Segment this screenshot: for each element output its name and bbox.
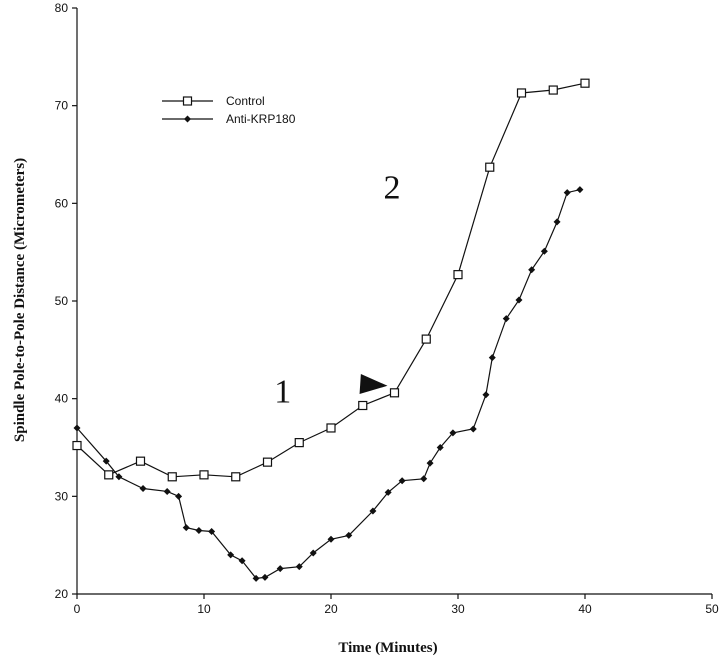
series-anti-krp180 (73, 186, 584, 582)
x-tick-label: 0 (74, 602, 81, 616)
data-point-control (516, 88, 527, 98)
data-point-control (485, 162, 495, 172)
y-tick-label: 70 (55, 99, 69, 113)
y-tick-label: 60 (55, 196, 69, 210)
data-point-anti-krp180 (449, 429, 457, 437)
series-line-control (76, 82, 586, 478)
annotation-label-2: 2 (383, 169, 400, 206)
data-point-control (548, 85, 558, 95)
arrowhead-icon (359, 374, 388, 394)
data-point-control (389, 388, 400, 398)
data-point-anti-krp180 (182, 524, 190, 532)
data-point-control (135, 456, 146, 466)
x-tick-label: 40 (578, 602, 592, 616)
data-point-anti-krp180 (115, 473, 123, 481)
annotation-label-1: 1 (274, 374, 291, 411)
series-layer (72, 78, 590, 582)
legend-label-control: Control (226, 94, 265, 108)
y-tick-label: 80 (55, 1, 69, 15)
y-tick-label: 20 (55, 587, 69, 601)
data-point-control (421, 334, 431, 344)
data-point-control (358, 400, 368, 411)
data-point-anti-krp180 (469, 425, 477, 433)
data-point-anti-krp180 (576, 186, 584, 194)
legend-label-anti-krp180: Anti-KRP180 (226, 112, 296, 126)
data-point-anti-krp180 (261, 573, 269, 581)
data-point-anti-krp180 (488, 354, 496, 362)
data-point-anti-krp180 (436, 444, 444, 451)
data-point-anti-krp180 (563, 189, 571, 197)
legend-marker-anti-krp180 (184, 115, 191, 123)
x-tick-label: 30 (451, 602, 465, 616)
x-tick-label: 50 (705, 602, 719, 616)
legend-marker-control (182, 96, 193, 106)
data-point-anti-krp180 (369, 507, 377, 515)
data-point-anti-krp180 (139, 485, 147, 493)
y-tick-label: 40 (55, 392, 69, 406)
data-point-anti-krp180 (102, 457, 110, 465)
data-point-anti-krp180 (345, 531, 353, 539)
data-point-anti-krp180 (540, 247, 548, 255)
data-point-control (167, 472, 177, 482)
x-tick-label: 20 (324, 602, 338, 616)
data-point-anti-krp180 (528, 266, 536, 274)
data-point-anti-krp180 (398, 477, 406, 485)
data-point-control (580, 78, 590, 88)
data-point-anti-krp180 (553, 218, 561, 226)
y-tick-label: 50 (55, 294, 69, 308)
data-point-anti-krp180 (502, 315, 510, 323)
data-point-anti-krp180 (175, 492, 183, 500)
data-point-anti-krp180 (163, 487, 171, 495)
data-point-anti-krp180 (384, 488, 392, 496)
data-point-anti-krp180 (327, 535, 335, 543)
annotation-layer: 12 (274, 169, 400, 410)
data-point-anti-krp180 (276, 565, 284, 573)
series-control (72, 78, 590, 482)
data-point-control (326, 423, 336, 433)
data-point-control (199, 470, 209, 480)
data-point-control (294, 438, 304, 448)
series-line-anti-krp180 (76, 189, 581, 580)
data-point-anti-krp180 (295, 563, 303, 571)
data-point-anti-krp180 (227, 551, 235, 559)
data-point-control (262, 457, 273, 467)
data-point-anti-krp180 (309, 549, 317, 557)
axis-ticks: 0 10 20 30 40 50 20 30 40 50 60 70 80 (55, 1, 719, 616)
data-point-anti-krp180 (252, 574, 260, 582)
y-axis-title: Spindle Pole-to-Pole Distance (Micromete… (12, 158, 28, 442)
data-point-anti-krp180 (238, 557, 246, 565)
data-point-anti-krp180 (208, 527, 216, 535)
data-point-anti-krp180 (482, 391, 490, 399)
data-point-anti-krp180 (195, 527, 203, 535)
data-point-anti-krp180 (420, 475, 428, 483)
data-point-control (72, 440, 82, 451)
data-point-anti-krp180 (426, 459, 434, 467)
chart-axes (76, 8, 712, 595)
legend: Control Anti-KRP180 (162, 94, 296, 126)
x-axis-title: Time (Minutes) (338, 640, 437, 656)
y-tick-label: 30 (55, 489, 69, 503)
x-tick-label: 10 (197, 602, 211, 616)
data-point-anti-krp180 (515, 296, 523, 304)
data-point-control (231, 472, 241, 482)
data-point-anti-krp180 (73, 424, 81, 432)
data-point-control (453, 270, 463, 280)
data-point-control (104, 470, 114, 480)
